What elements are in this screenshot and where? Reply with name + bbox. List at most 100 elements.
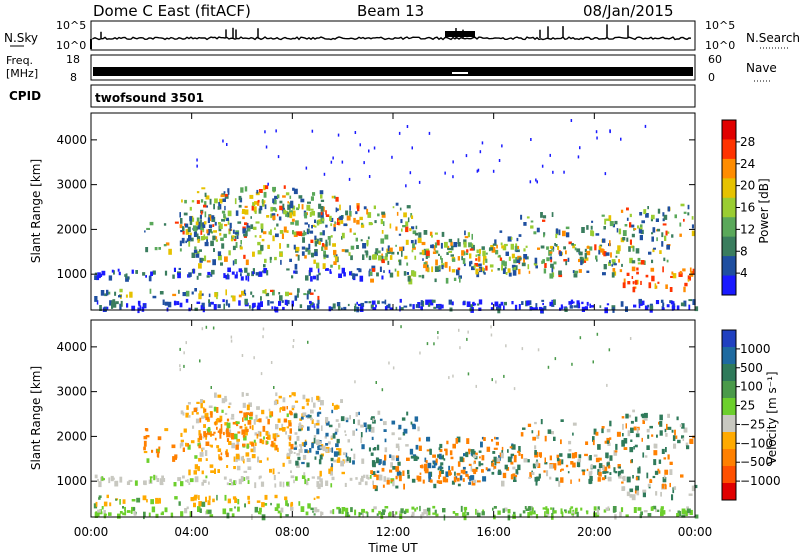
range-cell — [555, 477, 559, 482]
range-cell — [277, 418, 281, 423]
range-cell — [328, 468, 331, 474]
range-cell — [531, 507, 534, 513]
range-cell — [320, 444, 324, 448]
range-cell — [221, 409, 224, 413]
range-cell — [243, 458, 245, 464]
range-cell — [185, 298, 189, 303]
range-cell — [449, 450, 453, 456]
range-cell — [177, 272, 181, 279]
range-cell — [688, 512, 691, 515]
range-cell — [532, 436, 536, 441]
range-cell — [521, 262, 526, 267]
range-cell — [638, 228, 643, 234]
colorbar-segment — [722, 197, 736, 218]
range-cell — [244, 423, 246, 426]
range-cell — [673, 443, 677, 449]
range-cell — [298, 423, 302, 429]
range-cell — [558, 274, 563, 278]
range-cell — [300, 444, 303, 449]
range-cell — [689, 267, 692, 272]
range-cell — [257, 456, 260, 463]
range-cell — [213, 304, 217, 310]
range-cell — [435, 458, 438, 463]
range-cell — [298, 203, 300, 209]
range-cell — [591, 220, 594, 223]
range-cell — [549, 476, 552, 480]
range-cell — [514, 245, 518, 251]
range-cell — [500, 301, 504, 306]
range-cell — [482, 250, 486, 257]
range-cell — [616, 431, 621, 437]
range-cell — [643, 260, 646, 265]
range-cell — [349, 205, 351, 211]
range-cell — [514, 454, 517, 458]
range-cell — [607, 442, 611, 446]
range-cell — [259, 205, 263, 211]
range-cell — [636, 267, 639, 271]
range-cell — [644, 305, 649, 311]
velocity-ylabel: Slant Range [km] — [29, 366, 43, 470]
range-cell — [221, 210, 226, 214]
range-cell — [417, 475, 422, 482]
range-cell — [250, 448, 254, 453]
range-cell — [321, 511, 324, 516]
range-cell — [602, 238, 606, 243]
range-cell — [601, 477, 606, 481]
range-cell — [262, 327, 265, 331]
range-cell — [610, 252, 612, 258]
range-cell — [381, 211, 386, 215]
range-cell — [220, 452, 223, 456]
range-cell — [501, 260, 505, 266]
range-cell — [171, 444, 176, 449]
range-cell — [204, 450, 208, 456]
range-cell — [336, 302, 341, 307]
range-cell — [229, 429, 232, 434]
range-cell — [323, 254, 328, 258]
range-cell — [565, 464, 569, 468]
range-cell — [236, 234, 239, 239]
range-cell — [293, 234, 298, 237]
range-cell — [379, 266, 382, 272]
range-cell — [230, 335, 233, 339]
range-cell — [227, 498, 231, 504]
range-cell — [505, 344, 507, 348]
range-cell — [689, 509, 693, 515]
range-cell — [159, 291, 164, 295]
range-cell — [565, 226, 570, 230]
range-cell — [279, 407, 281, 413]
range-cell — [97, 509, 101, 513]
range-cell — [94, 296, 98, 302]
colorbar-segment — [722, 398, 736, 416]
range-cell — [367, 236, 370, 240]
range-cell — [418, 302, 421, 309]
range-cell — [282, 203, 285, 209]
range-cell — [423, 463, 428, 470]
range-cell — [685, 510, 688, 516]
range-cell — [243, 470, 248, 473]
range-cell — [266, 215, 270, 218]
range-cell — [414, 255, 417, 260]
range-cell — [390, 462, 393, 468]
range-cell — [661, 232, 664, 238]
range-cell — [409, 171, 412, 175]
range-cell — [504, 266, 507, 269]
range-cell — [513, 456, 517, 463]
range-cell — [347, 303, 350, 307]
range-cell — [241, 354, 244, 357]
range-cell — [301, 406, 305, 410]
range-cell — [389, 255, 393, 260]
range-cell — [571, 452, 576, 459]
range-cell — [673, 305, 676, 310]
range-cell — [494, 301, 499, 307]
range-cell — [227, 405, 231, 409]
range-cell — [660, 508, 663, 514]
range-cell — [445, 478, 449, 483]
range-cell — [330, 306, 333, 310]
range-cell — [572, 244, 576, 247]
range-cell — [412, 243, 415, 248]
range-cell — [677, 439, 681, 444]
range-cell — [291, 406, 295, 411]
range-cell — [237, 499, 240, 505]
range-cell — [205, 496, 207, 503]
range-cell — [315, 450, 319, 455]
